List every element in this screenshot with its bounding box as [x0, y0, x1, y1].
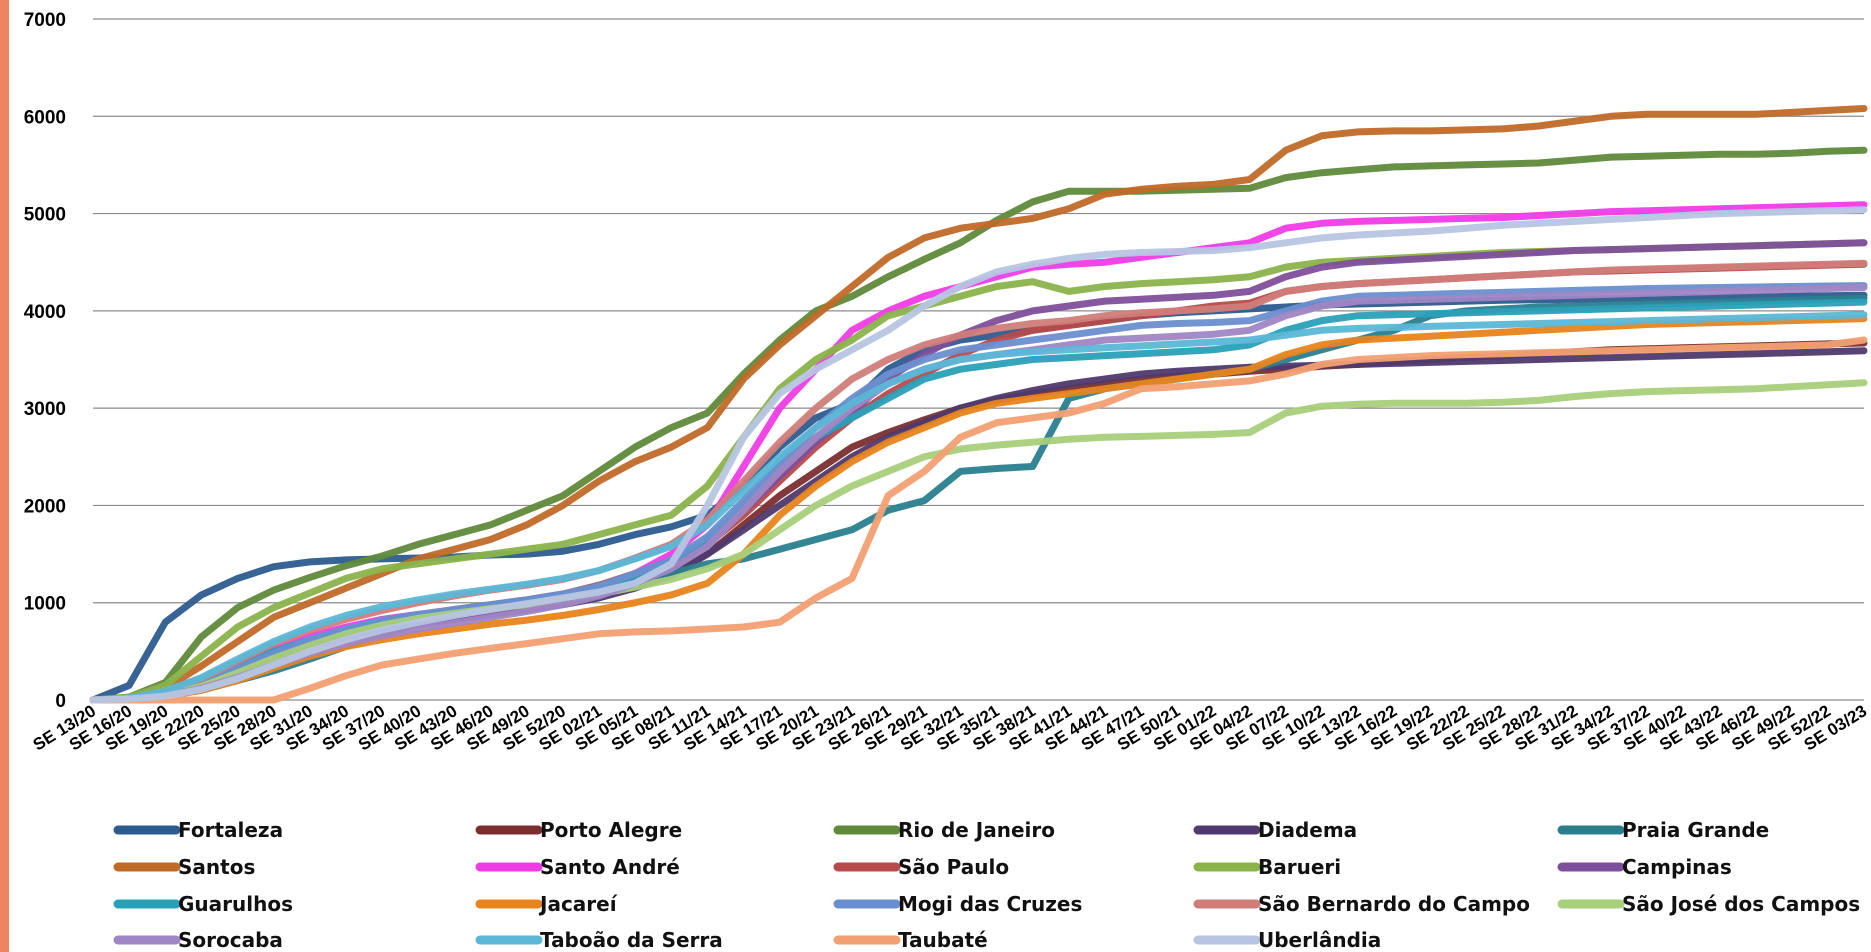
- series-line-11: [89, 315, 1868, 704]
- y-axis: 0 1000 2000 3000 4000 5000 6000 7000: [24, 10, 66, 712]
- series-line-16: [89, 311, 1868, 704]
- series-lines: [89, 105, 1868, 704]
- series-line-17: [89, 336, 1868, 704]
- legend-label: Fortaleza: [178, 818, 283, 842]
- y-tick-label: 6000: [24, 107, 66, 128]
- legend-label: Sorocaba: [178, 928, 283, 952]
- y-tick-label: 7000: [24, 10, 66, 31]
- legend-label: Taubaté: [898, 928, 988, 952]
- legend-label: Porto Alegre: [540, 818, 682, 842]
- legend-label: Mogi das Cruzes: [898, 892, 1082, 916]
- legend-label: Santos: [178, 855, 255, 879]
- series-line-14: [89, 379, 1868, 704]
- series-line-18: [89, 206, 1868, 704]
- legend-label: Rio de Janeiro: [898, 818, 1055, 842]
- legend-label: Jacareí: [538, 892, 618, 916]
- legend-label: Barueri: [1258, 855, 1341, 879]
- legend-label: São José dos Campos: [1622, 892, 1860, 916]
- series-line-2: [89, 146, 1868, 704]
- legend-label: Santo André: [540, 855, 680, 879]
- legend-label: São Paulo: [898, 855, 1009, 879]
- legend-label: Guarulhos: [178, 892, 293, 916]
- legend-label: Diadema: [1258, 818, 1357, 842]
- legend-label: São Bernardo do Campo: [1258, 892, 1530, 916]
- series-line-12: [89, 282, 1868, 704]
- y-tick-label: 4000: [24, 302, 66, 323]
- legend-label: Praia Grande: [1622, 818, 1769, 842]
- legend-label: Taboão da Serra: [540, 928, 723, 952]
- series-line-13: [89, 259, 1868, 704]
- legend-label: Campinas: [1622, 855, 1732, 879]
- series-line-0: [89, 291, 1868, 704]
- y-tick-label: 1000: [24, 594, 66, 615]
- y-tick-label: 5000: [24, 205, 66, 226]
- y-tick-label: 3000: [24, 399, 66, 420]
- legend: Fortaleza Porto Alegre Rio de Janeiro Diade…: [113, 818, 1860, 952]
- y-tick-label: 2000: [24, 496, 66, 517]
- y-tick-label: 0: [55, 691, 66, 712]
- legend-label: Uberlândia: [1258, 928, 1381, 952]
- left-edge-bar: [0, 0, 9, 952]
